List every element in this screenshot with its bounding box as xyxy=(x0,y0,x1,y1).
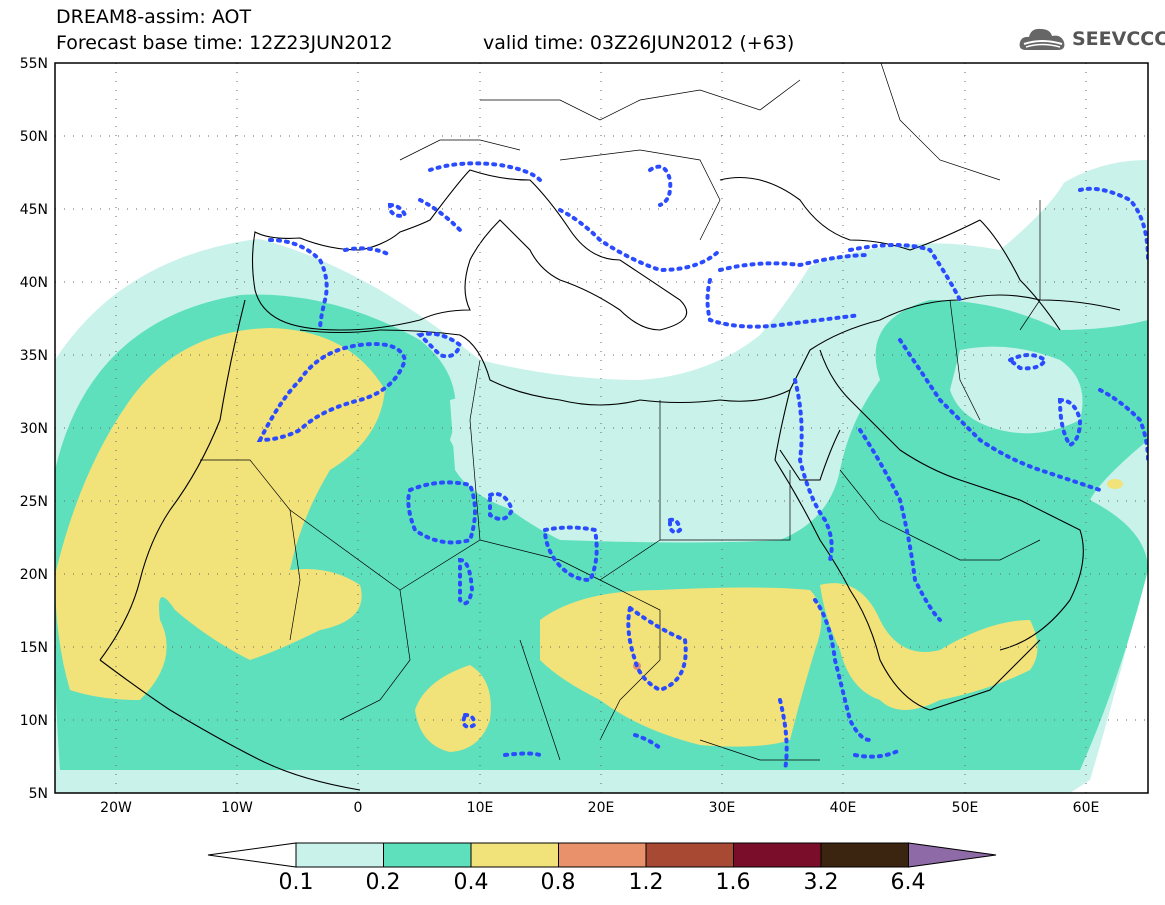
colorbar-high-arrow xyxy=(908,842,997,868)
seevccc-logo: SEEVCCC xyxy=(1018,22,1165,56)
lon-tick: 10E xyxy=(467,800,494,816)
colorbar-swatch xyxy=(470,842,559,868)
lon-tick: 20E xyxy=(588,800,615,816)
colorbar-label: 6.4 xyxy=(890,870,926,895)
lon-tick: 0 xyxy=(354,800,363,816)
lat-tick-labels: 55N 50N 45N 40N 35N 30N 25N 20N 15N 10N … xyxy=(20,56,48,802)
colorbar-label: 3.2 xyxy=(803,870,839,895)
aot-band-0.4-horn xyxy=(820,583,1038,710)
aot-band-0.1-gulf xyxy=(950,346,1083,434)
colorbar-swatch xyxy=(383,842,472,868)
lon-tick: 30E xyxy=(709,800,736,816)
lon-tick: 10W xyxy=(221,800,253,816)
colorbar-label: 0.1 xyxy=(278,870,314,895)
aot-band-0.1-libya xyxy=(450,386,840,520)
lat-tick: 40N xyxy=(20,275,48,291)
aot-clear-region xyxy=(55,63,1148,380)
colorbar-label: 0.2 xyxy=(365,870,401,895)
coastlines xyxy=(99,169,1121,791)
colorbar-label: 0.8 xyxy=(540,870,576,895)
colorbar xyxy=(207,842,997,868)
map-title: DREAM8-assim: AOT xyxy=(56,6,252,28)
lon-tick: 40E xyxy=(830,800,857,816)
lat-tick: 55N xyxy=(20,56,48,72)
logo-text: SEEVCCC xyxy=(1072,28,1165,50)
colorbar-label: 1.6 xyxy=(715,870,751,895)
colorbar-label: 1.2 xyxy=(628,870,664,895)
lon-tick: 50E xyxy=(952,800,979,816)
forecast-base-time: Forecast base time: 12Z23JUN2012 xyxy=(56,32,393,54)
country-borders xyxy=(200,63,1041,761)
map-frame xyxy=(54,62,1149,794)
colorbar-swatch xyxy=(645,842,734,868)
lon-tick: 20W xyxy=(100,800,132,816)
lat-tick: 25N xyxy=(20,494,48,510)
cloud-logo-icon xyxy=(1019,28,1065,50)
lat-tick: 45N xyxy=(20,202,48,218)
aot-band-0.4-arabia-spot xyxy=(1107,479,1123,489)
aot-band-0.4-west xyxy=(55,328,385,700)
map-area xyxy=(55,63,1148,793)
aot-band-0.4-nigeria xyxy=(415,665,491,752)
aot-band-0.4-central xyxy=(540,587,822,747)
lat-tick: 5N xyxy=(29,786,48,802)
colorbar-swatch xyxy=(733,842,822,868)
lon-tick: 60E xyxy=(1073,800,1100,816)
colorbar-swatch xyxy=(558,842,647,868)
lon-tick-labels: 20W 10W 0 10E 20E 30E 40E 50E 60E xyxy=(100,800,1099,816)
lat-tick: 20N xyxy=(20,567,48,583)
colorbar-swatch xyxy=(820,842,909,868)
blue-dotted-contours xyxy=(256,161,1148,772)
colorbar-swatch xyxy=(295,842,384,868)
colorbar-label: 0.4 xyxy=(453,870,489,895)
lat-tick: 30N xyxy=(20,421,48,437)
lat-tick: 50N xyxy=(20,129,48,145)
colorbar-low-arrow xyxy=(207,842,297,868)
lat-tick: 15N xyxy=(20,640,48,656)
valid-time: valid time: 03Z26JUN2012 (+63) xyxy=(483,32,795,54)
lat-tick: 35N xyxy=(20,348,48,364)
lat-tick: 10N xyxy=(20,713,48,729)
